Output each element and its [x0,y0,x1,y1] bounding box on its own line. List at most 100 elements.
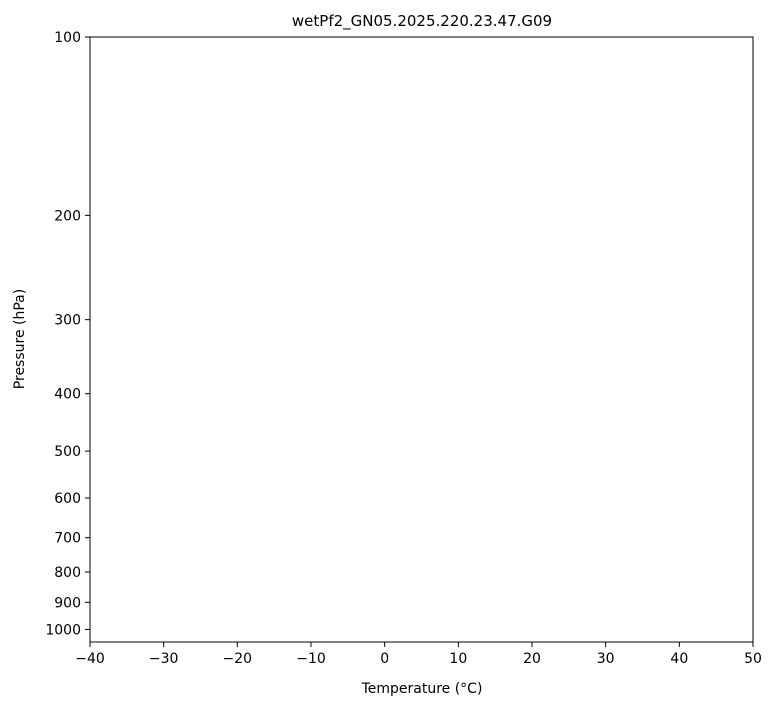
y-tick-label: 900 [54,595,81,611]
mixing-ratio-label: 0.4 [240,432,263,451]
mixing-ratio-line [522,451,563,642]
dry-adiabat-line [150,37,775,642]
x-tick-label: 0 [380,651,389,667]
x-tick-label: −20 [223,651,253,667]
mixing-ratio-label: 4 [438,434,450,449]
mixing-ratio-line [468,451,513,642]
mixing-ratio-label: 1.5 [345,432,368,451]
mixing-ratio-line [186,451,253,642]
temperature-line [422,37,593,637]
mixing-ratio-line [299,451,357,642]
dry-adiabat-line [494,37,775,642]
dry-adiabat-line [0,37,338,642]
x-tick-label: −30 [149,651,179,667]
y-axis-ticks: 100 200 300 400 500 600 700 800 900 1000 [45,30,90,638]
y-tick-label: 500 [54,444,81,460]
y-tick-label: 800 [54,565,81,581]
isotherms [0,37,775,642]
x-tick-label: 40 [670,651,688,667]
dry-adiabat-line [0,37,712,642]
mixing-ratio-line [326,451,382,642]
grid-lines [90,37,753,629]
mixing-ratio-line [645,451,675,642]
mixing-ratio-lines [82,451,675,642]
dry-adiabat-line [0,37,488,642]
isotherm-line [532,37,775,642]
mixing-ratio-label: 0.2 [190,432,213,451]
x-tick-label: −40 [75,651,105,667]
moist-adiabat-line [181,50,591,642]
isotherm-label: 10 [534,494,554,514]
isotherm-line [90,37,483,642]
mixing-ratio-line [622,451,654,642]
isotherm-line [164,37,557,642]
isotherm-label: 20 [587,525,607,545]
moist-adiabat-line [0,50,444,642]
mixing-ratio-label: 16 [574,433,593,451]
isotherm-label: -80 [109,124,132,147]
isotherm-line [753,37,775,642]
dry-adiabat-line [0,37,562,642]
isotherm-line [237,37,630,642]
isotherm-label: -100 [0,67,23,96]
mixing-ratio-line [219,451,283,642]
mixing-ratio-line [492,451,535,642]
isotherm-line [0,37,262,642]
mixing-ratio-label: 25 [623,433,642,450]
moist-adiabat-line [0,50,355,642]
dry-adiabat-line [570,37,775,642]
mixing-ratio-line [82,451,156,642]
y-axis-label: Pressure (hPa) [12,289,28,389]
mixing-ratio-label: 20 [598,433,617,451]
isotherm-line [0,37,189,642]
isotherm-label: -70 [150,174,173,197]
x-tick-label: −10 [296,651,326,667]
x-axis-ticks: −40 −30 −20 −10 0 10 20 30 40 50 [75,642,762,667]
isotherm-line [16,37,409,642]
mixing-ratio-label: 0.1 [143,432,166,451]
moist-adiabat-line [0,50,473,642]
y-tick-label: 400 [54,387,81,403]
x-axis-label: Temperature (°C) [361,681,483,697]
mixing-ratio-label: 8 [506,434,518,449]
isotherm-label: 40 [698,581,718,601]
moist-adiabat-line [0,50,414,642]
mixing-ratio-label: 10 [525,433,544,451]
y-tick-label: 700 [54,531,81,547]
moist-adiabat-line [0,50,326,642]
plot-area: -100 -90-80-70-60-50-40-30-20-10010203040… [0,37,775,642]
dry-adiabat-line [532,37,775,642]
moist-adiabat-line [101,50,562,642]
isotherm-line [385,37,775,642]
moist-adiabat-line [282,50,620,642]
dry-adiabat-line [0,37,264,642]
moist-adiabat-line [0,50,502,642]
mixing-ratio-line [132,451,202,642]
x-tick-label: 30 [597,651,615,667]
dry-adiabat-line [0,37,189,642]
isotherm-line [679,37,775,642]
moist-adiabat-line [36,50,532,642]
isotherm-label: -20 [377,392,400,415]
dry-adiabat-line [36,37,775,642]
dry-adiabat-line [112,37,775,642]
x-tick-label: 10 [449,651,467,667]
dry-adiabat-line [227,37,775,642]
dry-adiabat-line [417,37,775,642]
dry-adiabat-line [303,37,775,642]
isotherm-line [458,37,775,642]
mixing-ratio-label: 1 [317,434,329,449]
moist-adiabat-line [0,50,296,642]
mixing-ratio-line [546,451,584,642]
dry-adiabat-line [0,37,637,642]
y-tick-label: 600 [54,491,81,507]
dry-adiabat-line [0,37,413,642]
isotherm-label: -30 [326,356,349,379]
mixing-ratio-label: 13 [552,433,571,450]
x-tick-label: 20 [523,651,541,667]
isotherm-label: 0 [483,466,498,481]
isotherm-line [0,37,336,642]
moist-adiabats [0,50,679,642]
isotherm-label: 30 [643,553,663,573]
